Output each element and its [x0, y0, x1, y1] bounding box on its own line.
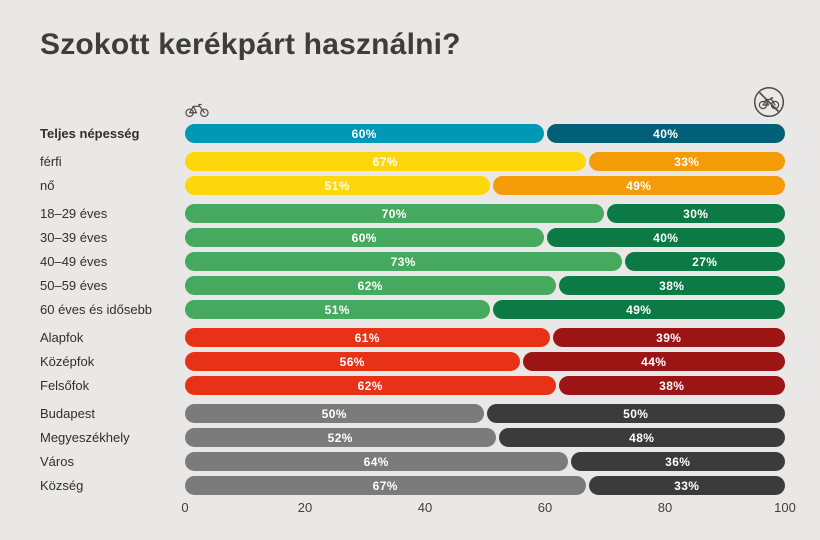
chart-row: 30–39 éves 60% 40%: [40, 228, 785, 247]
chart-row: Középfok 56% 44%: [40, 352, 785, 371]
bar-segment-yes: 50%: [185, 404, 484, 423]
bar-segment-yes: 60%: [185, 124, 544, 143]
legend-icons-row: [185, 86, 785, 118]
stacked-bar: 51% 49%: [185, 176, 785, 195]
chart-row: 40–49 éves 73% 27%: [40, 252, 785, 271]
bar-segment-no: 40%: [546, 124, 785, 143]
stacked-bar: 67% 33%: [185, 152, 785, 171]
bar-segment-no: 27%: [624, 252, 785, 271]
chart-row: Alapfok 61% 39%: [40, 328, 785, 347]
stacked-bar: 52% 48%: [185, 428, 785, 447]
bar-segment-yes: 56%: [185, 352, 520, 371]
row-label: Teljes népesség: [40, 126, 140, 141]
chart-row: Felsőfok 62% 38%: [40, 376, 785, 395]
x-axis-tick-label: 80: [657, 500, 673, 515]
chart-row: Budapest 50% 50%: [40, 404, 785, 423]
chart-row: Megyeszékhely 52% 48%: [40, 428, 785, 447]
x-axis-tick-label: 40: [417, 500, 433, 515]
bar-segment-no: 30%: [606, 204, 785, 223]
row-label: Alapfok: [40, 330, 84, 345]
chart-row: 60 éves és idősebb 51% 49%: [40, 300, 785, 319]
row-label: Középfok: [40, 354, 95, 369]
stacked-bar: 67% 33%: [185, 476, 785, 495]
row-label: 50–59 éves: [40, 278, 108, 293]
chart-row: Község 67% 33%: [40, 476, 785, 495]
row-label: Város: [40, 454, 74, 469]
bar-segment-yes: 62%: [185, 276, 556, 295]
chart-row: 18–29 éves 70% 30%: [40, 204, 785, 223]
bar-segment-no: 36%: [570, 452, 785, 471]
stacked-bar: 56% 44%: [185, 352, 785, 371]
bar-segment-yes: 52%: [185, 428, 496, 447]
chart-rows: Teljes népesség 60% 40% férfi 67% 33% nő 51% 49%…: [40, 124, 785, 495]
bar-segment-yes: 51%: [185, 300, 490, 319]
bar-segment-no: 39%: [552, 328, 785, 347]
chart-row: Teljes népesség 60% 40%: [40, 124, 785, 143]
row-label: nő: [40, 178, 55, 193]
row-label: 30–39 éves: [40, 230, 108, 245]
row-label: Budapest: [40, 406, 95, 421]
stacked-bar: 62% 38%: [185, 376, 785, 395]
x-axis-tick-label: 60: [537, 500, 553, 515]
chart-row: nő 51% 49%: [40, 176, 785, 195]
stacked-bar: 51% 49%: [185, 300, 785, 319]
stacked-bar: 62% 38%: [185, 276, 785, 295]
bar-segment-yes: 67%: [185, 152, 586, 171]
stacked-bar: 73% 27%: [185, 252, 785, 271]
bar-segment-no: 33%: [588, 476, 785, 495]
row-label: Felsőfok: [40, 378, 90, 393]
chart-row: 50–59 éves 62% 38%: [40, 276, 785, 295]
bar-segment-yes: 62%: [185, 376, 556, 395]
stacked-bar: 60% 40%: [185, 228, 785, 247]
row-label: Község: [40, 478, 84, 493]
bar-segment-no: 50%: [486, 404, 785, 423]
chart-title: Szokott kerékpárt használni?: [40, 28, 461, 61]
row-label: 40–49 éves: [40, 254, 108, 269]
bar-segment-no: 48%: [498, 428, 785, 447]
bar-segment-yes: 70%: [185, 204, 604, 223]
bar-segment-no: 40%: [546, 228, 785, 247]
bar-segment-yes: 60%: [185, 228, 544, 247]
bar-segment-no: 49%: [492, 176, 785, 195]
stacked-bar: 64% 36%: [185, 452, 785, 471]
x-axis-tick-label: 100: [774, 500, 796, 515]
bar-segment-no: 33%: [588, 152, 785, 171]
bar-segment-yes: 73%: [185, 252, 622, 271]
x-axis: 0 20 40 60 80 100: [181, 500, 795, 518]
stacked-bar: 60% 40%: [185, 124, 785, 143]
bar-segment-no: 44%: [522, 352, 785, 371]
x-axis-tick-label: 0: [181, 500, 189, 515]
stacked-bar: 70% 30%: [185, 204, 785, 223]
bar-segment-yes: 67%: [185, 476, 586, 495]
chart-row: Város 64% 36%: [40, 452, 785, 471]
stacked-bar: 61% 39%: [185, 328, 785, 347]
row-label: Megyeszékhely: [40, 430, 130, 445]
x-axis-tick-label: 20: [297, 500, 313, 515]
stacked-bar: 50% 50%: [185, 404, 785, 423]
row-label: 60 éves és idősebb: [40, 302, 153, 317]
bar-segment-yes: 64%: [185, 452, 568, 471]
bar-segment-no: 49%: [492, 300, 785, 319]
bar-segment-no: 38%: [558, 376, 785, 395]
row-label: 18–29 éves: [40, 206, 108, 221]
bicycle-icon: [185, 102, 209, 118]
chart-row: férfi 67% 33%: [40, 152, 785, 171]
bar-segment-no: 38%: [558, 276, 785, 295]
bar-segment-yes: 61%: [185, 328, 550, 347]
row-label: férfi: [40, 154, 62, 169]
no-bicycle-icon: [753, 86, 785, 118]
bar-segment-yes: 51%: [185, 176, 490, 195]
